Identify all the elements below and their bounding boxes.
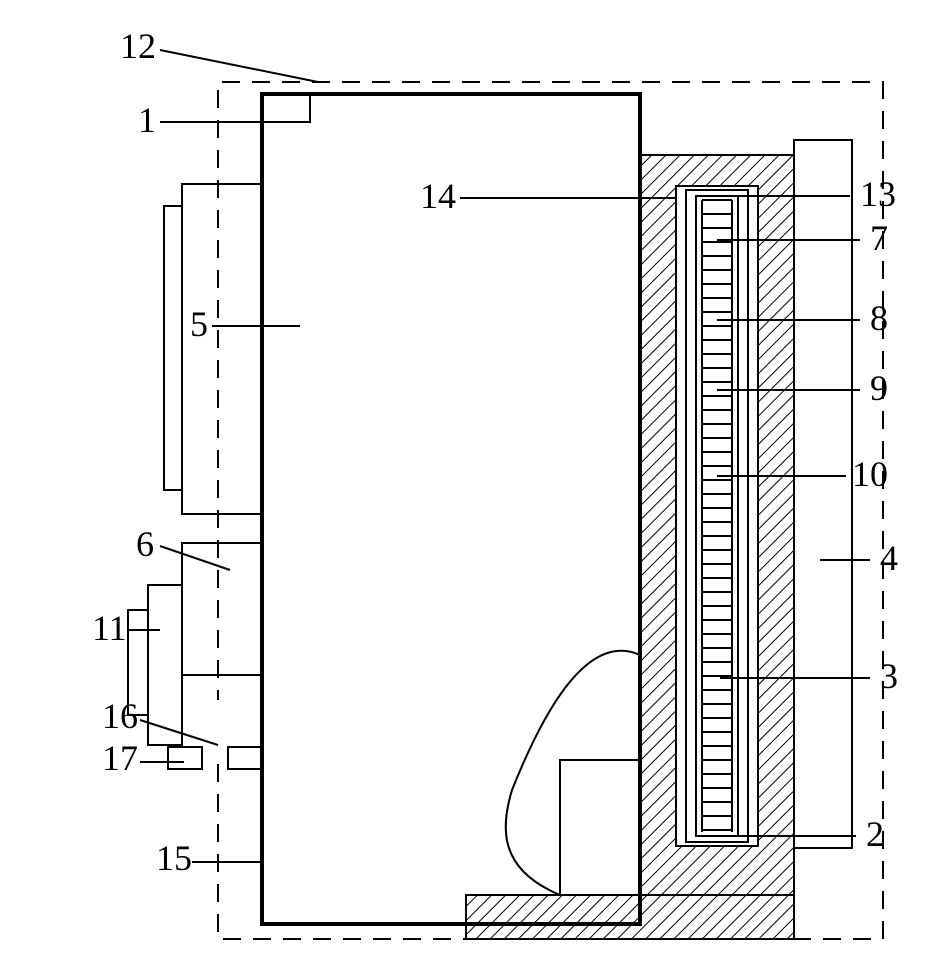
callout-number: 17: [102, 738, 138, 778]
part-rect: [560, 760, 640, 895]
callout-number: 10: [852, 454, 888, 494]
callout-number: 2: [866, 814, 884, 854]
callout-number: 11: [92, 608, 127, 648]
part-rect: [148, 585, 182, 745]
callout-number: 16: [102, 696, 138, 736]
part-rect: [228, 747, 262, 769]
callout-number: 1: [138, 100, 156, 140]
callout-number: 4: [880, 538, 898, 578]
leader-line: [160, 94, 310, 122]
part-rect: [182, 543, 262, 675]
callout-number: 13: [860, 174, 896, 214]
callout-number: 8: [870, 298, 888, 338]
callout-number: 14: [420, 176, 456, 216]
callout-number: 3: [880, 656, 898, 696]
leader-line: [140, 720, 218, 745]
leader-line: [160, 546, 230, 570]
hatched-foot: [466, 895, 794, 939]
callout-number: 6: [136, 524, 154, 564]
callout-number: 15: [156, 838, 192, 878]
curve: [506, 651, 640, 895]
part-rect: [164, 206, 182, 490]
part-rect: [182, 184, 262, 514]
callout-number: 7: [870, 218, 888, 258]
callout-number: 9: [870, 368, 888, 408]
part-rect: [168, 747, 202, 769]
leader-line: [160, 50, 318, 82]
hatched-frame: [640, 155, 794, 895]
callout-number: 5: [190, 304, 208, 344]
part-rect: [262, 94, 640, 924]
part-rect: [794, 140, 852, 848]
callout-number: 12: [120, 26, 156, 66]
